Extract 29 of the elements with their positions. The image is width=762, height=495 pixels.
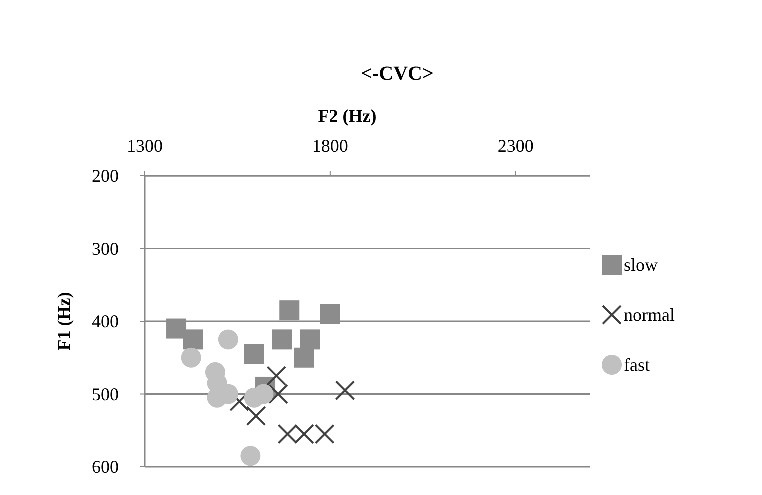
x-tick-label: 1800 <box>312 136 348 156</box>
point <box>266 366 287 386</box>
chart-title: <-CVC> <box>361 63 434 85</box>
x-axis-title: F2 (Hz) <box>318 106 377 126</box>
point <box>244 344 264 364</box>
y-tick-label: 200 <box>92 166 119 186</box>
legend-label: fast <box>624 355 650 375</box>
y-tick-label: 500 <box>92 384 119 404</box>
y-tick-label: 600 <box>92 457 119 477</box>
y-tick-label: 400 <box>92 312 119 332</box>
point <box>300 330 320 350</box>
point <box>218 330 238 350</box>
point <box>183 330 204 350</box>
point <box>166 318 187 339</box>
legend-label: normal <box>624 305 675 325</box>
y-tick-label: 300 <box>92 238 119 259</box>
point <box>272 330 292 350</box>
x-tick-label: 2300 <box>498 136 534 156</box>
point <box>335 380 356 401</box>
point <box>320 304 340 324</box>
x-tick-label: 1300 <box>127 136 163 156</box>
point <box>294 348 314 368</box>
point <box>181 348 202 368</box>
legend-label: slow <box>624 255 658 275</box>
y-axis-title: F1 (Hz) <box>54 292 74 351</box>
point <box>240 446 261 466</box>
point <box>268 384 288 404</box>
point <box>280 300 300 321</box>
point <box>246 406 266 426</box>
